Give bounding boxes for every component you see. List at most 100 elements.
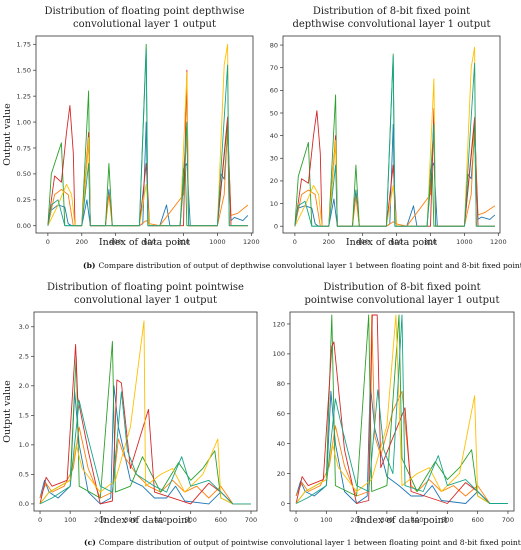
y-tick-label: 80 [270, 41, 278, 49]
series-line [294, 55, 495, 227]
y-tick-label: 1.50 [17, 67, 31, 75]
x-tick-label: 800 [177, 238, 189, 246]
chart-title-line: convolutional layer 1 output [73, 19, 216, 30]
y-tick-label: 1.0 [19, 441, 29, 449]
x-tick-label: 600 [471, 516, 483, 524]
x-tick-label: 200 [94, 516, 106, 524]
x-tick-label: 400 [154, 516, 166, 524]
chart-title-line: pointwise convolutional layer 1 output [304, 295, 499, 306]
y-tick-label: 1.5 [19, 412, 29, 420]
plot-area [282, 35, 501, 234]
y-tick-label: 1.25 [17, 92, 31, 100]
x-tick-label: 200 [76, 238, 88, 246]
x-tick-label: 400 [411, 516, 423, 524]
y-tick-label: 2.0 [19, 382, 29, 390]
x-tick-label: 100 [320, 516, 332, 524]
plot-area [35, 35, 254, 234]
chart-p2: Distribution of 8-bit fixed point depthwi… [270, 6, 507, 248]
series-line [39, 344, 251, 505]
y-tick-label: 1.00 [17, 118, 31, 126]
x-tick-label: 300 [381, 516, 393, 524]
series-line [39, 341, 251, 505]
series-line [295, 314, 508, 504]
caption-c-label: (c) [84, 538, 96, 547]
plot-area [289, 311, 515, 512]
x-tick-label: 300 [124, 516, 136, 524]
y-tick-label: 60 [270, 87, 278, 95]
chart-p1: Distribution of floating point depthwise… [2, 6, 260, 248]
x-tick-label: 600 [390, 238, 402, 246]
caption-c: (c) Compare distribution of output of poi… [84, 538, 521, 547]
x-tick-label: 500 [441, 516, 453, 524]
y-tick-label: 50 [270, 109, 278, 117]
y-tick-label: 60 [277, 410, 285, 418]
x-tick-label: 600 [143, 238, 155, 246]
series-line [47, 43, 248, 227]
chart-title-line: depthwise convolutional layer 1 output [292, 19, 490, 30]
y-tick-label: 40 [277, 440, 285, 448]
y-tick-label: 2.5 [19, 353, 29, 361]
x-tick-label: 400 [356, 238, 368, 246]
series-line [47, 49, 248, 227]
x-tick-label: 700 [502, 516, 514, 524]
x-axis-label: Index of data point [100, 515, 191, 526]
x-tick-label: 0 [293, 238, 297, 246]
x-tick-label: 0 [38, 516, 42, 524]
series-line [295, 314, 508, 504]
series-line [295, 314, 508, 504]
x-tick-label: 0 [294, 516, 298, 524]
caption-b-label: (b) [83, 261, 96, 270]
y-tick-label: 0.0 [19, 500, 29, 508]
y-tick-label: 0.50 [17, 170, 31, 178]
y-tick-label: 100 [273, 350, 285, 358]
y-tick-label: 0.25 [17, 196, 31, 204]
y-tick-label: 20 [270, 177, 278, 185]
y-tick-label: 1.75 [17, 41, 31, 49]
x-tick-label: 400 [109, 238, 121, 246]
chart-title-line: Distribution of floating point pointwise [47, 282, 244, 293]
caption-b: (b) Compare distribution of output of dep… [83, 261, 521, 270]
series-line [294, 46, 495, 227]
series-line [39, 320, 251, 505]
x-axis-label: Index of data point [346, 237, 437, 248]
chart-p4: Distribution of 8-bit fixed point pointwi… [273, 282, 515, 526]
y-tick-label: 20 [277, 470, 285, 478]
y-tick-label: 0.5 [19, 471, 29, 479]
series-line [295, 383, 508, 504]
y-tick-label: 0 [274, 223, 278, 231]
y-tick-label: 3.0 [19, 323, 29, 331]
x-tick-label: 200 [350, 516, 362, 524]
x-tick-label: 1000 [456, 238, 473, 246]
x-tick-label: 1200 [490, 238, 507, 246]
x-tick-label: 1000 [209, 238, 226, 246]
series-line [47, 126, 249, 227]
x-axis-label: Index of data point [356, 515, 447, 526]
x-tick-label: 700 [245, 516, 257, 524]
x-tick-label: 600 [215, 516, 227, 524]
y-tick-label: 80 [277, 380, 285, 388]
y-tick-label: 40 [270, 132, 278, 140]
y-tick-label: 0.75 [17, 144, 31, 152]
x-tick-label: 100 [64, 516, 76, 524]
chart-p3: Distribution of floating point pointwise… [2, 282, 258, 526]
x-tick-label: 500 [184, 516, 196, 524]
y-tick-label: 30 [270, 155, 278, 163]
series-line [295, 314, 508, 504]
chart-title-line: Distribution of 8-bit fixed point [323, 282, 480, 293]
series-line [39, 391, 251, 505]
x-tick-label: 1200 [243, 238, 260, 246]
y-tick-label: 0.00 [17, 222, 31, 230]
caption-b-text: Compare distribution of output of depthw… [99, 261, 521, 270]
chart-title-line: Distribution of floating point depthwise [44, 6, 244, 17]
x-axis-label: Index of data point [99, 237, 190, 248]
y-tick-label: 0 [281, 500, 285, 508]
y-axis-label: Output value [2, 103, 13, 166]
x-tick-label: 200 [323, 238, 335, 246]
x-tick-label: 800 [424, 238, 436, 246]
chart-title-line: Distribution of 8-bit fixed point [313, 6, 470, 17]
chart-title-line: convolutional layer 1 output [74, 295, 217, 306]
y-tick-label: 120 [273, 320, 285, 328]
caption-c-text: Compare distribution of output of pointw… [99, 538, 521, 547]
y-axis-label: Output value [2, 380, 13, 443]
